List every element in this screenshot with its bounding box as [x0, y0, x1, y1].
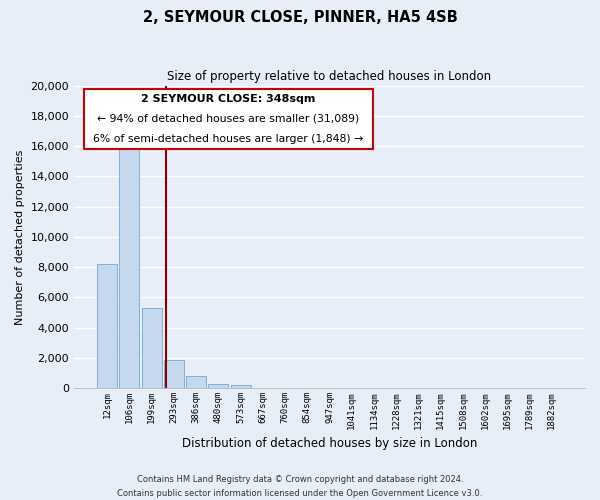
FancyBboxPatch shape	[84, 88, 373, 149]
Y-axis label: Number of detached properties: Number of detached properties	[15, 149, 25, 324]
Bar	[186, 376, 206, 388]
Bar	[230, 385, 251, 388]
Text: Contains HM Land Registry data © Crown copyright and database right 2024.
Contai: Contains HM Land Registry data © Crown c…	[118, 476, 482, 498]
Bar	[164, 360, 184, 388]
Text: ← 94% of detached houses are smaller (31,089): ← 94% of detached houses are smaller (31…	[97, 114, 360, 124]
Bar	[97, 264, 117, 388]
Bar	[142, 308, 162, 388]
Bar	[119, 137, 139, 388]
X-axis label: Distribution of detached houses by size in London: Distribution of detached houses by size …	[182, 437, 477, 450]
Title: Size of property relative to detached houses in London: Size of property relative to detached ho…	[167, 70, 491, 83]
Bar	[208, 384, 229, 388]
Text: 2, SEYMOUR CLOSE, PINNER, HA5 4SB: 2, SEYMOUR CLOSE, PINNER, HA5 4SB	[143, 10, 457, 25]
Text: 2 SEYMOUR CLOSE: 348sqm: 2 SEYMOUR CLOSE: 348sqm	[142, 94, 316, 104]
Text: 6% of semi-detached houses are larger (1,848) →: 6% of semi-detached houses are larger (1…	[94, 134, 364, 144]
